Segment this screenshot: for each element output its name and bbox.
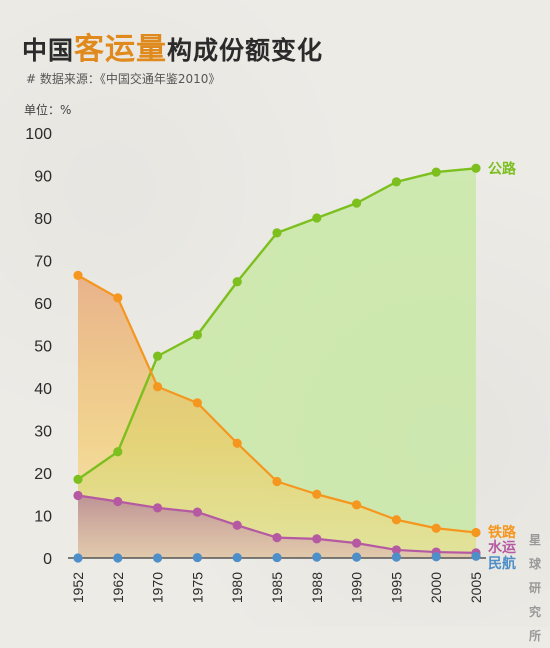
- area-water: [78, 495, 476, 558]
- data-point: [431, 552, 441, 562]
- data-point: [73, 474, 83, 484]
- watermark-char: 研: [528, 581, 541, 595]
- data-point: [352, 500, 362, 510]
- data-point: [192, 552, 202, 563]
- title-accent: 客运量: [74, 32, 168, 67]
- data-source: # 数据来源：《中国交通年鉴2010》: [26, 72, 221, 86]
- series-label: 民航: [488, 555, 516, 572]
- data-point: [352, 538, 362, 548]
- data-point: [232, 520, 242, 530]
- y-tick-label: 90: [34, 169, 52, 186]
- data-point: [192, 330, 202, 340]
- x-tick-label: 1990: [349, 572, 365, 603]
- data-point: [272, 533, 282, 543]
- data-point: [73, 270, 83, 280]
- data-point: [431, 167, 441, 177]
- x-tick-label: 1952: [70, 572, 86, 603]
- y-tick-label: 100: [25, 126, 52, 143]
- watermark-char: 究: [528, 605, 541, 619]
- data-point: [312, 489, 322, 499]
- unit-label: 单位：%: [24, 103, 72, 117]
- watermark: 星 球 研 究 所: [527, 528, 543, 648]
- y-tick-label: 10: [34, 509, 52, 526]
- data-point: [431, 523, 441, 533]
- data-point: [471, 163, 481, 173]
- data-point: [391, 545, 401, 555]
- data-point: [192, 507, 202, 517]
- y-tick-label: 40: [34, 381, 52, 398]
- series-label: 公路: [488, 160, 517, 177]
- x-tick-label: 2000: [428, 572, 444, 603]
- watermark-char: 星: [528, 533, 541, 547]
- y-tick-label: 80: [34, 211, 52, 228]
- data-point: [312, 552, 322, 562]
- x-tick-label: 1962: [110, 572, 126, 603]
- area-rail: [78, 275, 476, 558]
- data-point: [113, 447, 123, 457]
- watermark-char: 球: [528, 557, 541, 571]
- data-point: [391, 552, 401, 562]
- y-tick-label: 70: [34, 254, 52, 271]
- x-tick-label: 1975: [189, 572, 205, 603]
- data-point: [113, 553, 123, 563]
- data-point: [272, 552, 282, 563]
- x-tick-label: 1985: [269, 572, 285, 603]
- data-point: [352, 552, 362, 562]
- y-tick-label: 30: [34, 424, 52, 441]
- data-point: [73, 553, 83, 563]
- data-point: [471, 551, 481, 561]
- data-point: [352, 198, 362, 208]
- x-tick-label: 1970: [150, 572, 166, 603]
- data-point: [312, 534, 322, 544]
- data-point: [272, 476, 282, 487]
- x-tick-label: 1980: [229, 572, 245, 603]
- y-tick-label: 60: [34, 296, 52, 313]
- data-point: [153, 503, 163, 513]
- title-suffix: 构成份额变化: [167, 36, 324, 65]
- data-point: [192, 398, 202, 408]
- data-point: [153, 351, 163, 361]
- data-point: [232, 438, 242, 448]
- data-point: [153, 382, 163, 392]
- data-point: [272, 228, 282, 238]
- title-prefix: 中国: [22, 36, 75, 65]
- data-point: [471, 527, 481, 538]
- series-label: 水运: [488, 539, 516, 556]
- y-tick-label: 0: [43, 551, 52, 568]
- data-point: [73, 490, 83, 501]
- x-tick-label: 1995: [388, 572, 404, 603]
- data-point: [153, 553, 163, 563]
- page-title: 中国客运量构成份额变化: [22, 24, 323, 68]
- data-point: [113, 293, 123, 303]
- share-chart: 0 10 20 30 40 50 60 70 80 90 100 1952 1962 1970 1975 19…: [25, 126, 517, 603]
- data-point: [312, 213, 322, 223]
- data-point: [232, 552, 242, 563]
- data-point: [232, 277, 242, 287]
- x-tick-label: 2005: [468, 572, 484, 603]
- watermark-char: 所: [528, 629, 541, 643]
- x-tick-label: 1988: [309, 572, 325, 603]
- y-tick-label: 50: [34, 339, 52, 356]
- y-tick-label: 20: [34, 466, 52, 483]
- data-point: [391, 177, 401, 187]
- series-label: 铁路: [488, 524, 517, 541]
- data-point: [391, 515, 401, 525]
- data-point: [113, 496, 123, 507]
